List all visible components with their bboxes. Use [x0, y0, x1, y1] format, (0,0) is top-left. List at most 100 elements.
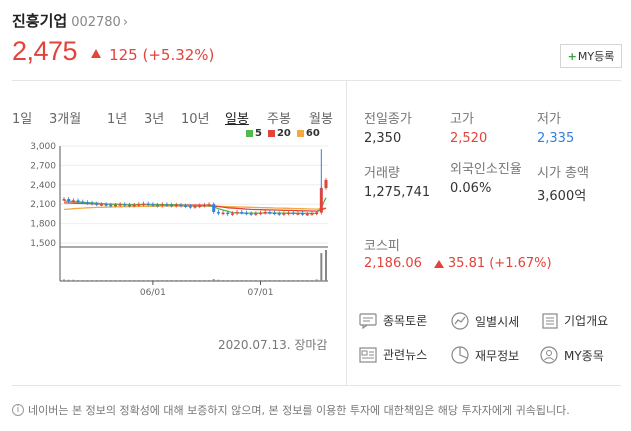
volume-bar	[72, 279, 75, 281]
candle-body	[165, 204, 169, 206]
candle-body	[151, 204, 155, 206]
candle-body	[315, 212, 319, 215]
related-news-link[interactable]: 관련뉴스	[359, 346, 427, 363]
legend-item: 20	[267, 128, 291, 139]
tab-period-active[interactable]: 일봉	[225, 112, 249, 127]
volume-bar	[203, 280, 206, 281]
stock-code: 002780	[71, 15, 121, 30]
price-row: 2,475 125 (+5.32%)	[12, 36, 214, 67]
tab-period[interactable]: 1일	[12, 112, 33, 127]
volume-bar	[278, 280, 281, 281]
tab-period[interactable]: 주봉	[267, 112, 291, 127]
list-document-icon	[542, 312, 558, 329]
volume-bar	[240, 280, 243, 281]
tab-period[interactable]: 1년	[107, 112, 128, 127]
chart-date: 2020.07.13. 장마감	[218, 338, 328, 352]
stock-header[interactable]: 진흥기업 002780 ›	[12, 10, 128, 31]
volume-bar	[147, 280, 150, 281]
company-overview-link[interactable]: 기업개요	[542, 312, 608, 329]
disclaimer-text: 네이버는 본 정보의 정확성에 대해 보증하지 않으며, 본 정보를 이용한 투…	[28, 404, 570, 417]
legend-swatch	[296, 130, 304, 137]
volume-bar	[310, 280, 313, 281]
candle-body	[188, 206, 192, 208]
my-stocks-link[interactable]: MY종목	[540, 346, 604, 364]
volume-bar	[259, 280, 262, 281]
candle-body	[226, 212, 230, 215]
legend-item: 5	[246, 128, 262, 139]
y-tick-label: 3,000	[30, 142, 56, 152]
y-tick-label: 1,800	[30, 220, 56, 230]
candle-body	[291, 212, 295, 215]
volume-bar	[81, 280, 84, 281]
volume-bar	[250, 280, 253, 281]
volume-bar	[226, 280, 229, 281]
stock-name[interactable]: 진흥기업	[12, 12, 68, 30]
candle-body	[81, 201, 85, 204]
low-label: 저가	[537, 112, 561, 127]
volume-bar	[67, 279, 70, 281]
mcap-label: 시가 총액	[537, 166, 589, 181]
candle-body	[263, 211, 267, 214]
tab-period[interactable]: 3년	[144, 112, 165, 127]
volume-bar	[325, 250, 327, 281]
candle-body	[193, 206, 197, 208]
period-tabs: 1일 3개월 1년 3년 10년 일봉 주봉 월봉	[12, 108, 339, 127]
volume-bar	[161, 280, 164, 281]
candle-body	[174, 204, 178, 207]
volume-bar	[123, 280, 126, 281]
candle-body	[160, 204, 164, 206]
volume-bar	[315, 279, 318, 281]
user-icon	[540, 346, 558, 364]
volume-bar	[301, 280, 304, 281]
foreign-cell: 외국인소진율 0.06%	[450, 162, 528, 196]
volume-bar	[114, 280, 117, 281]
volume-bar	[254, 280, 257, 281]
volume-bar	[151, 280, 154, 281]
newspaper-icon	[359, 346, 377, 363]
disclaimer: i 네이버는 본 정보의 정확성에 대해 보증하지 않으며, 본 정보를 이용한…	[12, 402, 570, 418]
candle-body	[179, 204, 183, 207]
current-price: 2,475	[12, 36, 78, 66]
tab-period[interactable]: 월봉	[309, 112, 333, 127]
legend-label: 60	[305, 128, 320, 139]
volume-bar	[179, 280, 182, 281]
volume-bar	[306, 280, 309, 281]
candle-body	[207, 204, 211, 206]
chevron-right-icon[interactable]: ›	[122, 15, 129, 30]
daily-price-link[interactable]: 일별시세	[451, 312, 519, 330]
price-chart[interactable]: 3,000 2,700 2,400 2,100 1,800 1,500 06/01 07/01	[12, 138, 332, 303]
candle-body	[244, 212, 248, 215]
candle-body	[249, 213, 253, 215]
candle-body	[235, 211, 239, 214]
volume-bar	[86, 280, 89, 281]
volume-bar	[296, 280, 299, 281]
volume-bar	[231, 280, 234, 281]
volume-bar	[208, 280, 211, 281]
candle-body	[113, 204, 117, 207]
financial-info-link[interactable]: 재무정보	[451, 346, 519, 364]
tab-period[interactable]: 10년	[181, 112, 210, 127]
volume-bar	[264, 280, 267, 281]
kospi-row: 2,186.06 35.81 (+1.67%)	[364, 256, 552, 271]
price-change: 125 (+5.32%)	[109, 46, 215, 64]
legend-swatch	[246, 130, 253, 137]
volume-bar	[119, 280, 122, 281]
legend-label: 20	[276, 128, 291, 139]
tab-period[interactable]: 3개월	[49, 112, 82, 127]
my-register-button[interactable]: + MY등록	[560, 44, 622, 68]
candle-body	[146, 203, 150, 206]
legend-item: 60	[296, 128, 320, 139]
daily-price-label: 일별시세	[475, 314, 520, 329]
vertical-divider	[346, 80, 347, 385]
volume-bar	[156, 280, 159, 281]
kospi-label[interactable]: 코스피	[364, 239, 400, 254]
discussion-link[interactable]: 종목토론	[359, 312, 427, 329]
volume-bar	[170, 280, 173, 281]
x-tick-label: 06/01	[140, 288, 166, 298]
prev-close-label: 전일종가	[364, 112, 412, 127]
financial-info-label: 재무정보	[475, 348, 520, 363]
candle-body	[95, 203, 99, 206]
legend-label: 5	[255, 128, 262, 139]
low-cell: 저가 2,335	[537, 108, 631, 146]
volume-bar	[287, 280, 290, 281]
